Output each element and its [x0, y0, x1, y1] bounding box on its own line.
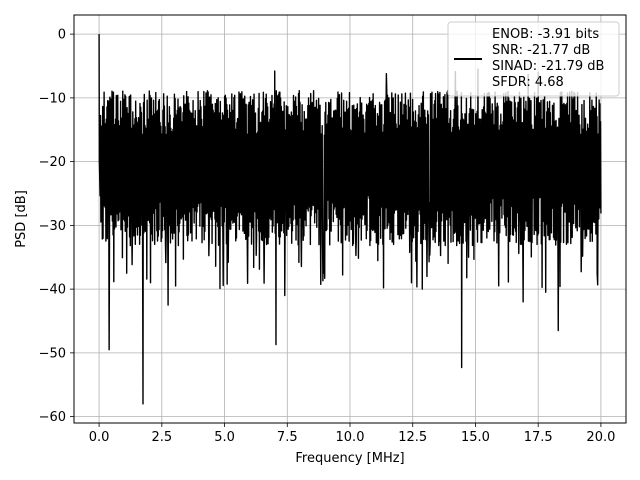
y-axis-ticks: 0 −10 −20 −30 −40 −50 −60: [39, 28, 74, 425]
y-tick-label: −60: [39, 410, 66, 425]
x-tick-label: 0.0: [89, 430, 110, 445]
x-tick-label: 20.0: [586, 430, 615, 445]
x-tick-label: 12.5: [398, 430, 427, 445]
y-tick-label: −50: [39, 346, 66, 361]
x-tick-label: 10.0: [336, 430, 365, 445]
legend-entry-sfdr: SFDR: 4.68: [492, 75, 564, 90]
x-axis-label: Frequency [MHz]: [295, 451, 404, 466]
legend-box: [447, 21, 620, 97]
y-tick-label: −20: [39, 155, 66, 170]
y-tick-label: −40: [39, 283, 66, 298]
plot-area: [98, 34, 602, 405]
x-tick-label: 15.0: [461, 430, 490, 445]
psd-series-line: [98, 34, 602, 405]
x-tick-label: 7.5: [277, 430, 298, 445]
y-tick-label: −30: [39, 219, 66, 234]
x-tick-label: 5.0: [214, 430, 235, 445]
legend: ENOB: -3.91 bits SNR: -21.77 dB SINAD: -…: [447, 21, 620, 97]
legend-entry-snr: SNR: -21.77 dB: [492, 43, 590, 58]
y-tick-label: −10: [39, 91, 66, 106]
legend-entry-sinad: SINAD: -21.79 dB: [492, 59, 604, 74]
legend-entry-enob: ENOB: -3.91 bits: [492, 27, 599, 42]
x-axis-ticks: 0.0 2.5 5.0 7.5 10.0 12.5 15.0 17.5 20.0: [89, 423, 615, 445]
x-tick-label: 2.5: [151, 430, 172, 445]
y-tick-label: 0: [58, 28, 66, 43]
y-axis-label: PSD [dB]: [14, 190, 29, 248]
x-tick-label: 17.5: [524, 430, 553, 445]
